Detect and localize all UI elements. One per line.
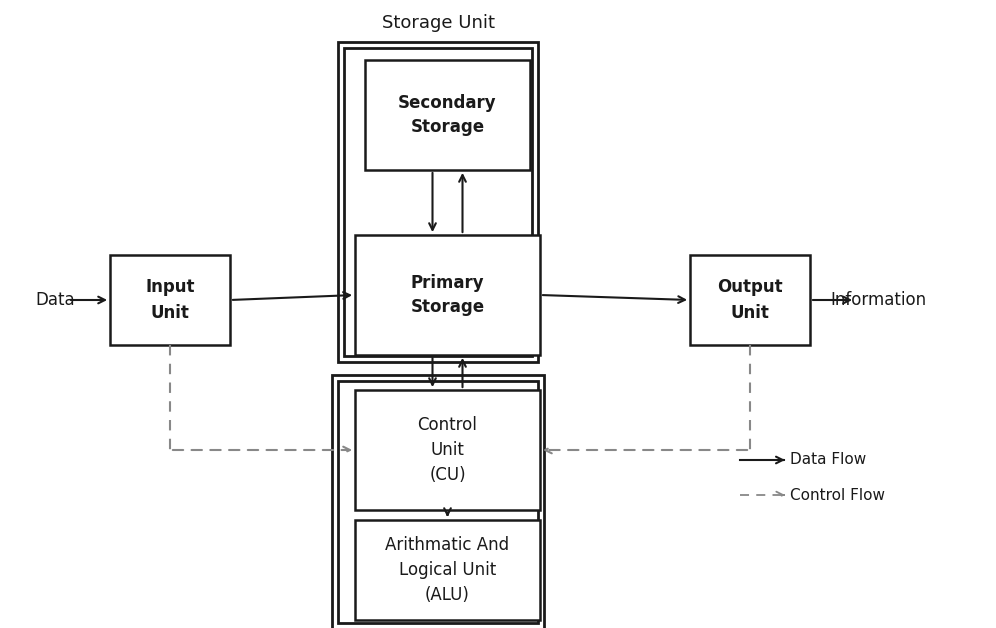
Bar (690, 255, 810, 345)
Text: Secondary
Storage: Secondary Storage (398, 94, 497, 136)
Text: Control
Unit
(CU): Control Unit (CU) (417, 416, 477, 484)
Text: Data Flow: Data Flow (790, 453, 867, 467)
Bar (338, 381, 538, 623)
Bar (338, 42, 538, 362)
Text: Output
Unit: Output Unit (717, 278, 783, 322)
Text: Information: Information (830, 291, 926, 309)
Text: Arithmatic And
Logical Unit
(ALU): Arithmatic And Logical Unit (ALU) (385, 536, 510, 604)
Bar (355, 390, 540, 510)
Bar (365, 60, 530, 170)
Bar (344, 48, 532, 356)
Text: Control Flow: Control Flow (790, 487, 885, 502)
Text: Data: Data (35, 291, 75, 309)
Bar (332, 375, 544, 628)
Text: Input
Unit: Input Unit (145, 278, 195, 322)
Text: Storage Unit: Storage Unit (381, 14, 494, 32)
Bar (355, 235, 540, 355)
Text: Primary
Storage: Primary Storage (410, 274, 485, 317)
Bar (355, 520, 540, 620)
Bar (110, 255, 230, 345)
